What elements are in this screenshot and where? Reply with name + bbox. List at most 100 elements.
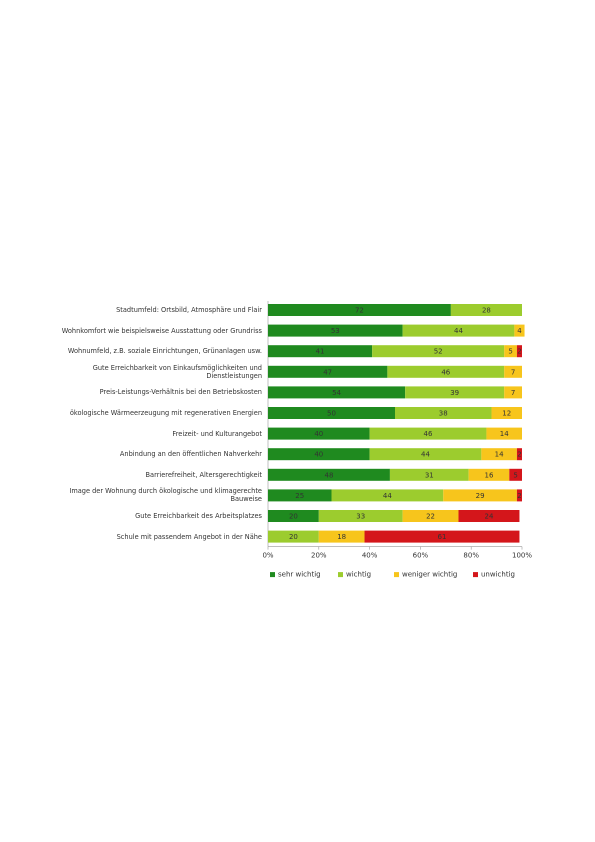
value-label: 46 xyxy=(424,430,433,438)
value-label: 29 xyxy=(476,492,485,500)
x-tick-label: 20% xyxy=(311,552,327,560)
bar-segment xyxy=(481,448,517,461)
bar-segment xyxy=(458,510,520,522)
bar-segment xyxy=(387,365,505,378)
category-label: Image der Wohnung durch ökologische und … xyxy=(69,487,262,504)
bar-segment xyxy=(268,345,373,358)
bar-segment xyxy=(509,468,522,481)
value-label: 28 xyxy=(482,307,491,315)
value-label: 44 xyxy=(421,451,430,459)
bar-segment xyxy=(268,489,332,502)
legend-label: unwichtig xyxy=(481,571,515,579)
bar-segment xyxy=(504,365,522,378)
category-label: ökologische Wärmeerzeugung mit regenerat… xyxy=(69,409,262,417)
bar-segment xyxy=(402,324,515,337)
value-label: 48 xyxy=(324,471,333,479)
x-tick-label: 40% xyxy=(362,552,378,560)
bar-segment xyxy=(450,304,522,316)
value-label: 31 xyxy=(425,471,434,479)
bar-segment xyxy=(504,345,517,358)
bar-segment xyxy=(268,304,451,316)
category-label: Schule mit passendem Angebot in der Nähe xyxy=(116,532,262,541)
bar-segment xyxy=(486,427,522,440)
bar-segment xyxy=(268,468,390,481)
value-label: 14 xyxy=(495,451,504,459)
value-label: 5 xyxy=(513,471,517,479)
bar-segment xyxy=(402,510,459,522)
bar-segment xyxy=(268,427,370,440)
value-label: 72 xyxy=(355,307,364,315)
value-label: 2 xyxy=(517,492,521,500)
category-label: Wohnumfeld, z.B. soziale Einrichtungen, … xyxy=(67,347,262,356)
bar-segment xyxy=(468,468,510,481)
value-label: 2 xyxy=(517,451,521,459)
bar-segment xyxy=(516,489,522,502)
bar-segment xyxy=(268,365,388,378)
value-label: 40 xyxy=(314,451,323,459)
x-tick-label: 100% xyxy=(512,552,532,560)
value-label: 38 xyxy=(439,410,448,418)
value-label: 25 xyxy=(295,492,304,500)
bar-segment xyxy=(395,407,492,419)
value-label: 12 xyxy=(502,410,511,418)
value-label: 44 xyxy=(383,492,392,500)
value-label: 50 xyxy=(327,410,336,418)
value-label: 20 xyxy=(289,533,298,541)
legend-swatch xyxy=(473,572,478,578)
x-tick-label: 0% xyxy=(262,552,273,560)
category-label: Gute Erreichbarkeit des Arbeitsplatzes xyxy=(135,512,262,520)
bar-segment xyxy=(504,386,522,399)
category-label: Anbindung an den öffentlichen Nahverkehr xyxy=(119,450,262,459)
category-label: Barrierefreiheit, Altersgerechtigkeit xyxy=(145,470,262,479)
x-tick-label: 60% xyxy=(413,552,429,560)
value-label: 18 xyxy=(337,533,346,541)
bar-segment xyxy=(318,530,365,543)
value-label: 47 xyxy=(323,368,332,376)
legend-swatch xyxy=(394,572,399,578)
bar-segment xyxy=(268,324,403,337)
bar-segment xyxy=(369,448,482,461)
bar-segment xyxy=(268,530,319,543)
bar-segment xyxy=(364,530,520,543)
bar-segment xyxy=(443,489,517,502)
value-label: 7 xyxy=(511,368,515,376)
bar-segment xyxy=(268,448,370,461)
value-label: 24 xyxy=(485,513,494,521)
value-label: 61 xyxy=(438,533,447,541)
legend-label: sehr wichtig xyxy=(278,571,321,579)
bar-segment xyxy=(516,448,522,461)
bar-segment xyxy=(516,345,522,358)
value-label: 39 xyxy=(450,389,459,397)
value-label: 53 xyxy=(331,327,340,335)
legend-swatch xyxy=(338,572,343,578)
x-tick-label: 80% xyxy=(463,552,479,560)
bar-segment xyxy=(268,407,395,419)
bar-segment xyxy=(369,427,487,440)
value-label: 52 xyxy=(434,348,443,356)
legend-swatch xyxy=(270,572,275,578)
value-label: 40 xyxy=(314,430,323,438)
bar-segment xyxy=(491,407,522,419)
bar-segment xyxy=(268,386,406,399)
value-label: 14 xyxy=(500,430,509,438)
value-label: 33 xyxy=(356,513,365,521)
value-label: 46 xyxy=(441,368,450,376)
bar-segment xyxy=(268,510,319,522)
category-label: Gute Erreichbarkeit von Einkaufsmöglichk… xyxy=(92,363,262,380)
value-label: 4 xyxy=(517,327,522,335)
value-label: 16 xyxy=(485,471,494,479)
bar-segment xyxy=(372,345,505,358)
bar-segment xyxy=(389,468,469,481)
value-label: 7 xyxy=(511,389,515,397)
value-label: 20 xyxy=(289,513,298,521)
bar-segment xyxy=(405,386,505,399)
category-label: Freizeit- und Kulturangebot xyxy=(172,429,262,438)
category-label: Preis-Leistungs-Verhältnis bei den Betri… xyxy=(99,388,262,397)
value-label: 2 xyxy=(517,348,521,356)
bar-segment xyxy=(318,510,403,522)
legend-label: weniger wichtig xyxy=(402,571,457,579)
value-label: 54 xyxy=(332,389,341,397)
value-label: 5 xyxy=(508,348,512,356)
